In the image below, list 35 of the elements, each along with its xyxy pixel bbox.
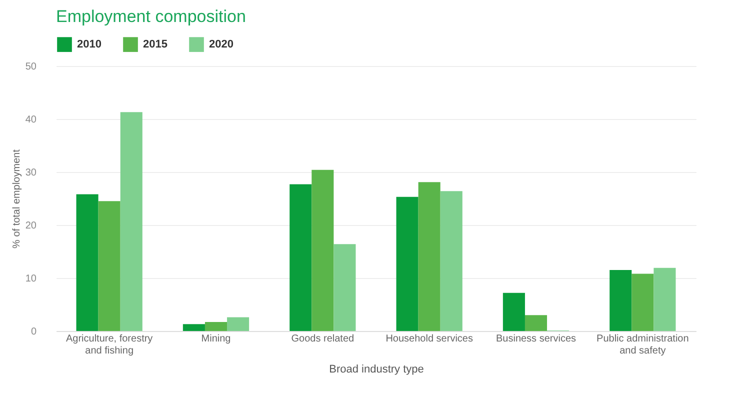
bar [632, 274, 654, 331]
x-tick-label: Mining [201, 334, 231, 344]
bar [440, 191, 462, 331]
x-tick-label: Agriculture, forestry and fishing [66, 334, 153, 356]
y-tick-label: 10 [25, 274, 37, 284]
x-tick-label: Household services [386, 334, 473, 344]
x-axis-title: Broad industry type [329, 364, 424, 376]
x-tick-label: Business services [496, 334, 576, 344]
x-tick-label: Public administration and safety [596, 334, 689, 356]
legend-label: 2020 [209, 38, 234, 51]
y-tick-label: 50 [25, 62, 37, 72]
bar [418, 182, 440, 331]
bar [396, 196, 418, 331]
bar [120, 112, 142, 331]
bar [502, 292, 525, 331]
x-tick-label: Goods related [291, 334, 354, 344]
legend-label: 2015 [143, 38, 168, 51]
y-tick-label: 30 [25, 168, 37, 178]
bar [227, 317, 250, 331]
bar [76, 194, 98, 331]
bar [334, 244, 356, 331]
bar [524, 315, 548, 331]
y-tick-label: 40 [25, 114, 37, 126]
bar [610, 270, 632, 331]
y-tick-label: 0 [30, 326, 37, 338]
y-axis-title: % of total employment [11, 149, 22, 248]
y-tick-label: 20 [25, 220, 37, 232]
bar [654, 268, 676, 331]
legend-label: 2010 [77, 38, 102, 51]
bar [204, 322, 228, 331]
bar [290, 184, 312, 331]
chart-title: Employment composition [56, 7, 246, 26]
bar [182, 324, 205, 331]
bar [98, 201, 120, 331]
bar [312, 170, 334, 331]
